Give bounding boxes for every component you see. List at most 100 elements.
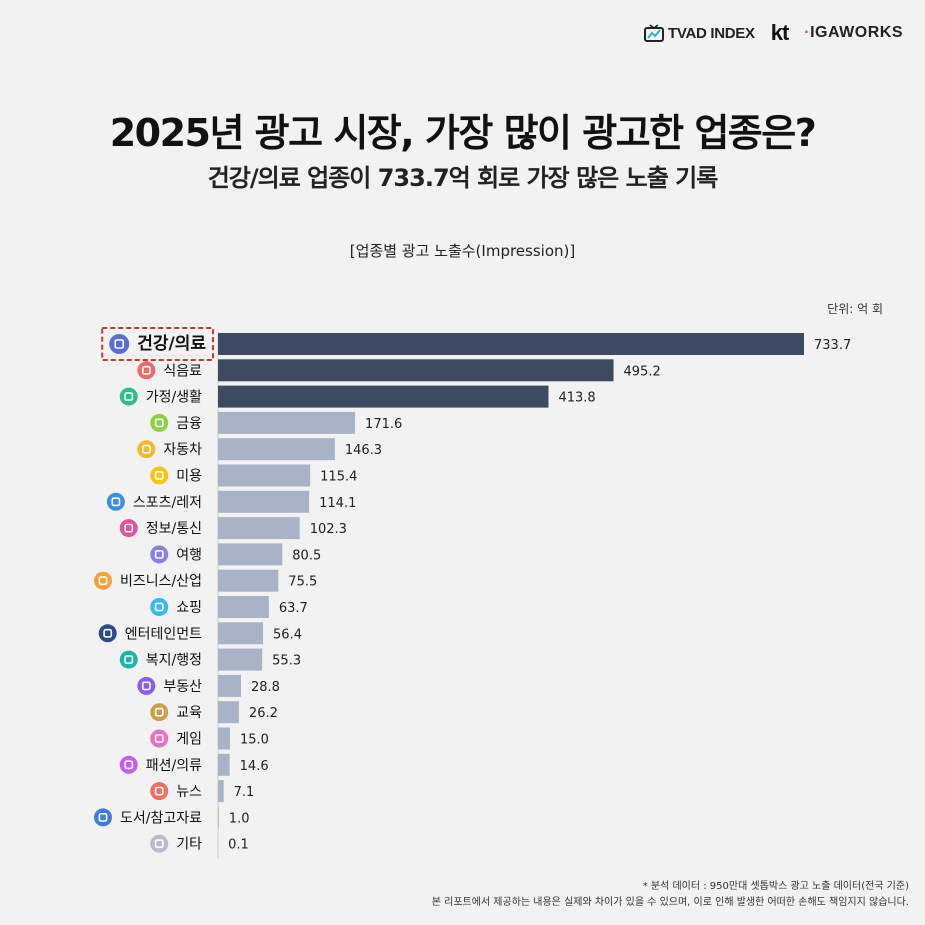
- icon-glyph-1: [114, 339, 125, 349]
- icon-glyph-3: [124, 392, 134, 401]
- tvad-index-logo: TVAD INDEX: [643, 24, 755, 42]
- tv-icon: [643, 24, 664, 42]
- icon-circle-10: [94, 571, 112, 590]
- value-label-10: 75.5: [288, 575, 317, 590]
- bar-7: [218, 490, 310, 513]
- book-icon: [94, 808, 112, 827]
- bar-12: [218, 622, 264, 645]
- icon-glyph-20: [154, 839, 164, 849]
- category-label-11: 쇼핑: [176, 600, 202, 616]
- category-label-2: 식음료: [163, 363, 202, 379]
- icon-circle-8: [119, 519, 138, 538]
- icon-glyph-15: [154, 707, 164, 717]
- icon-circle-2: [137, 361, 156, 380]
- value-label-18: 7.1: [234, 785, 255, 800]
- icon-glyph-9: [154, 549, 164, 559]
- icon-circle-15: [150, 703, 169, 722]
- category-label-19: 도서/참고자료: [120, 810, 202, 826]
- bar-18: [218, 780, 224, 803]
- icon-glyph-14: [141, 681, 151, 691]
- icon-glyph-6: [154, 471, 164, 480]
- icon-circle-1: [109, 334, 130, 354]
- icon-glyph-19: [98, 812, 108, 822]
- icon-circle-18: [150, 782, 169, 801]
- briefcase-icon: [94, 571, 112, 590]
- icon-glyph-17: [124, 760, 134, 770]
- category-label-10: 비즈니스/산업: [120, 574, 202, 590]
- page-subtitle: 건강/의료 업종이 733.7억 회로 가장 많은 노출 기록: [207, 164, 719, 192]
- icon-circle-17: [119, 755, 138, 774]
- category-label-4: 금융: [176, 416, 202, 432]
- icon-circle-5: [137, 440, 156, 459]
- chart-title: [업종별 광고 노출수(Impression)]: [349, 242, 576, 260]
- category-label-5: 자동차: [163, 442, 202, 458]
- icon-circle-19: [94, 808, 112, 827]
- bar-15: [218, 701, 239, 724]
- icon-glyph-4: [154, 418, 164, 428]
- icon-glyph-10: [98, 576, 108, 586]
- icon-glyph-12: [103, 628, 113, 638]
- value-label-13: 55.3: [272, 654, 301, 669]
- value-label-17: 14.6: [240, 759, 269, 774]
- category-label-9: 여행: [176, 547, 202, 563]
- lipstick-icon: [150, 466, 169, 485]
- category-label-1: 건강/의료: [137, 334, 206, 354]
- value-label-7: 114.1: [319, 496, 356, 511]
- value-label-2: 495.2: [624, 364, 661, 379]
- category-label-3: 가정/생활: [146, 390, 202, 406]
- footnote-data-source: * 분석 데이터 : 950만대 셋톱박스 광고 노출 데이터(전국 기준): [642, 881, 909, 892]
- kt-logo: kt: [770, 20, 790, 45]
- value-label-11: 63.7: [279, 601, 308, 616]
- bar-16: [218, 727, 230, 750]
- shopping-cart-icon: [150, 598, 169, 616]
- logo-group: TVAD INDEX kt ·IGAWORKS: [643, 20, 903, 46]
- icon-circle-6: [150, 466, 169, 485]
- value-label-3: 413.8: [558, 391, 595, 406]
- bar-14: [218, 674, 242, 697]
- icon-glyph-7: [111, 497, 121, 507]
- bar-11: [218, 596, 269, 618]
- igaworks-logo-text: IGAWORKS: [810, 24, 903, 41]
- category-label-14: 부동산: [163, 679, 202, 695]
- bar-5: [218, 438, 335, 461]
- icon-glyph-5: [141, 444, 151, 454]
- category-label-15: 교육: [176, 705, 202, 721]
- gamepad-icon: [150, 729, 169, 748]
- footnote-disclaimer: 본 리포트에서 제공하는 내용은 실제와 차이가 있을 수 있으며, 이로 인해…: [431, 897, 909, 908]
- value-label-1: 733.7: [814, 338, 851, 353]
- fork-knife-icon: [137, 361, 156, 380]
- bar-2: [218, 359, 614, 382]
- icon-circle-16: [150, 729, 169, 748]
- category-label-12: 엔터테인먼트: [125, 626, 202, 642]
- icon-circle-13: [119, 650, 138, 669]
- value-label-15: 26.2: [249, 706, 278, 721]
- value-label-6: 115.4: [320, 470, 357, 485]
- value-label-4: 171.6: [365, 417, 402, 432]
- heart-hands-icon: [119, 650, 138, 669]
- airplane-icon: [150, 545, 169, 564]
- igaworks-logo: ·IGAWORKS: [804, 24, 903, 41]
- car-icon: [137, 440, 156, 459]
- value-label-20: 0.1: [228, 838, 249, 853]
- fridge-icon: [119, 387, 138, 406]
- bar-6: [218, 464, 311, 487]
- value-label-19: 1.0: [229, 811, 250, 826]
- bar-1: [218, 333, 804, 355]
- icon-circle-3: [119, 387, 138, 406]
- footnote: * 분석 데이터 : 950만대 셋톱박스 광고 노출 데이터(전국 기준) 본…: [432, 879, 909, 911]
- icon-circle-7: [106, 492, 125, 511]
- category-label-8: 정보/통신: [146, 521, 202, 537]
- bar-8: [218, 517, 300, 540]
- page-title: 2025년 광고 시장, 가장 많이 광고한 업종은?: [109, 111, 817, 155]
- category-label-16: 게임: [176, 732, 202, 748]
- category-label-18: 뉴스: [176, 784, 202, 800]
- medical-cross-icon: [109, 334, 130, 354]
- graduation-cap-icon: [150, 703, 169, 722]
- category-label-7: 스포츠/레저: [133, 495, 202, 511]
- value-label-12: 56.4: [273, 627, 302, 642]
- bar-10: [218, 569, 279, 592]
- value-label-14: 28.8: [251, 680, 280, 695]
- bar-17: [218, 753, 230, 776]
- unit-label: 단위: 억 회: [827, 302, 883, 316]
